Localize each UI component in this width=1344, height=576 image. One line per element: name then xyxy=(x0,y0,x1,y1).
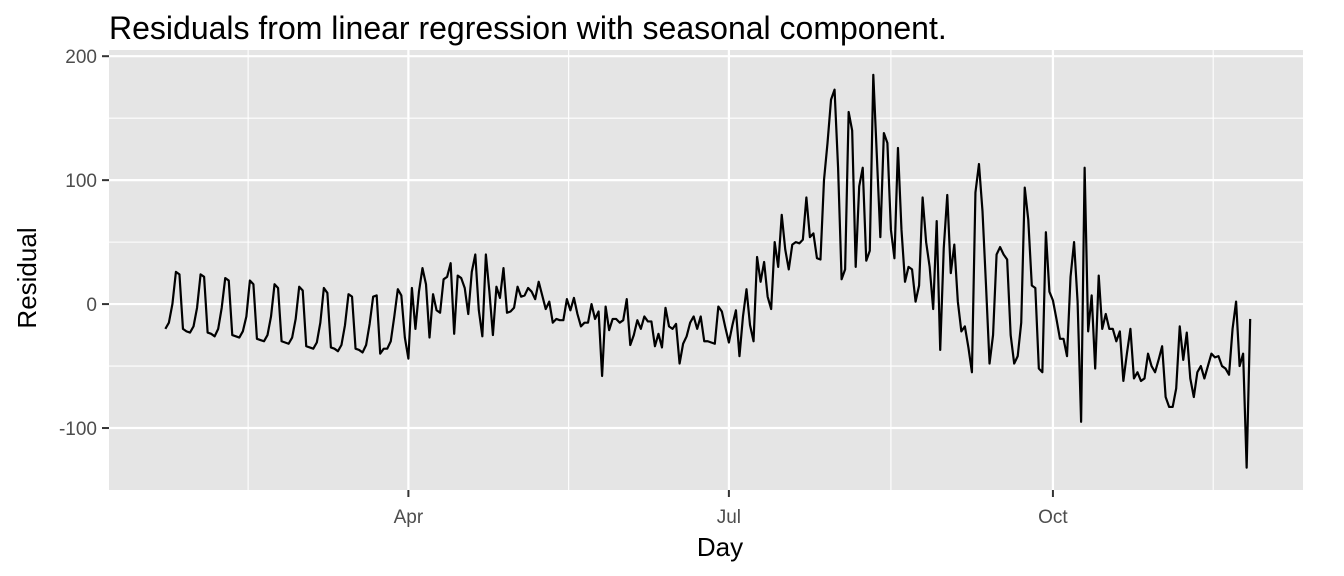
major-grid xyxy=(109,50,1303,490)
y-axis: 200 100 0 -100 xyxy=(59,47,109,440)
y-tick-label: 200 xyxy=(65,47,97,68)
minor-grid xyxy=(109,50,1303,490)
x-tick-label: Jul xyxy=(717,507,741,528)
y-tick-label: 0 xyxy=(86,295,97,316)
residual-series-line xyxy=(164,73,1252,469)
x-tick-label: Oct xyxy=(1038,507,1068,528)
y-tick-label: -100 xyxy=(59,419,97,440)
y-tick-label: 100 xyxy=(65,171,97,192)
x-axis-title: Day xyxy=(697,532,743,562)
y-axis-title: Residual xyxy=(12,227,42,328)
x-axis: Apr Jul Oct xyxy=(394,490,1068,528)
x-tick-label: Apr xyxy=(394,507,424,528)
chart-title: Residuals from linear regression with se… xyxy=(109,10,947,46)
plot-panel xyxy=(109,50,1303,490)
